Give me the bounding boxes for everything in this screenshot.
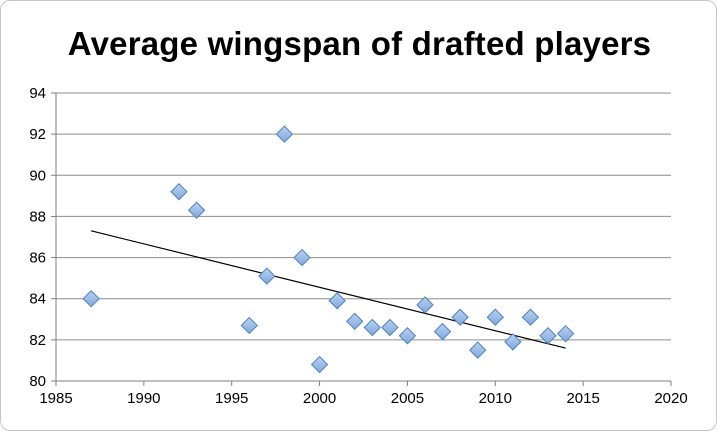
- gridlines: [56, 92, 671, 341]
- data-point: [398, 327, 417, 345]
- trendline: [90, 230, 566, 349]
- x-tick-label: 1995: [215, 390, 248, 407]
- y-tick-label: 94: [29, 85, 46, 102]
- data-point: [504, 333, 522, 351]
- x-tick-label: 2015: [566, 390, 599, 407]
- data-point: [275, 125, 294, 143]
- data-point: [170, 183, 188, 201]
- data-point: [433, 322, 452, 341]
- x-tick-label: 1985: [39, 390, 72, 407]
- data-point: [469, 341, 487, 359]
- y-tick-label: 84: [29, 291, 46, 308]
- data-point: [539, 327, 557, 345]
- x-tick-label: 1990: [127, 390, 160, 407]
- x-tick-label: 2020: [654, 390, 687, 407]
- data-point: [328, 292, 346, 310]
- x-tick-label: 2010: [479, 390, 512, 407]
- data-point: [381, 318, 399, 337]
- data-point: [451, 308, 469, 326]
- data-point: [187, 201, 206, 219]
- data-point: [556, 324, 575, 343]
- data-point: [240, 316, 258, 335]
- data-points: [82, 125, 575, 374]
- x-tick-label: 2000: [303, 390, 336, 407]
- chart-title: Average wingspan of drafted players: [67, 25, 652, 62]
- y-tick-label: 80: [29, 373, 46, 390]
- data-point: [486, 308, 504, 326]
- data-point: [363, 318, 381, 337]
- data-point: [293, 248, 311, 267]
- trendline-group: [90, 230, 566, 349]
- y-tick-label: 82: [29, 332, 46, 349]
- data-point: [258, 267, 276, 285]
- y-tick-label: 90: [29, 167, 46, 184]
- y-tick-label: 86: [29, 250, 46, 267]
- data-point: [310, 355, 329, 374]
- data-point: [346, 312, 364, 331]
- data-point: [82, 290, 100, 308]
- x-tick-label: 2005: [391, 390, 424, 407]
- tick-labels: 80 82 84 86 88 90 92 94 1985 1990 1995 2000 2005 2010…: [29, 85, 687, 407]
- data-point: [521, 308, 540, 326]
- data-point: [416, 296, 434, 314]
- axes: [51, 92, 672, 386]
- y-tick-label: 88: [29, 208, 46, 225]
- y-tick-label: 92: [29, 126, 46, 143]
